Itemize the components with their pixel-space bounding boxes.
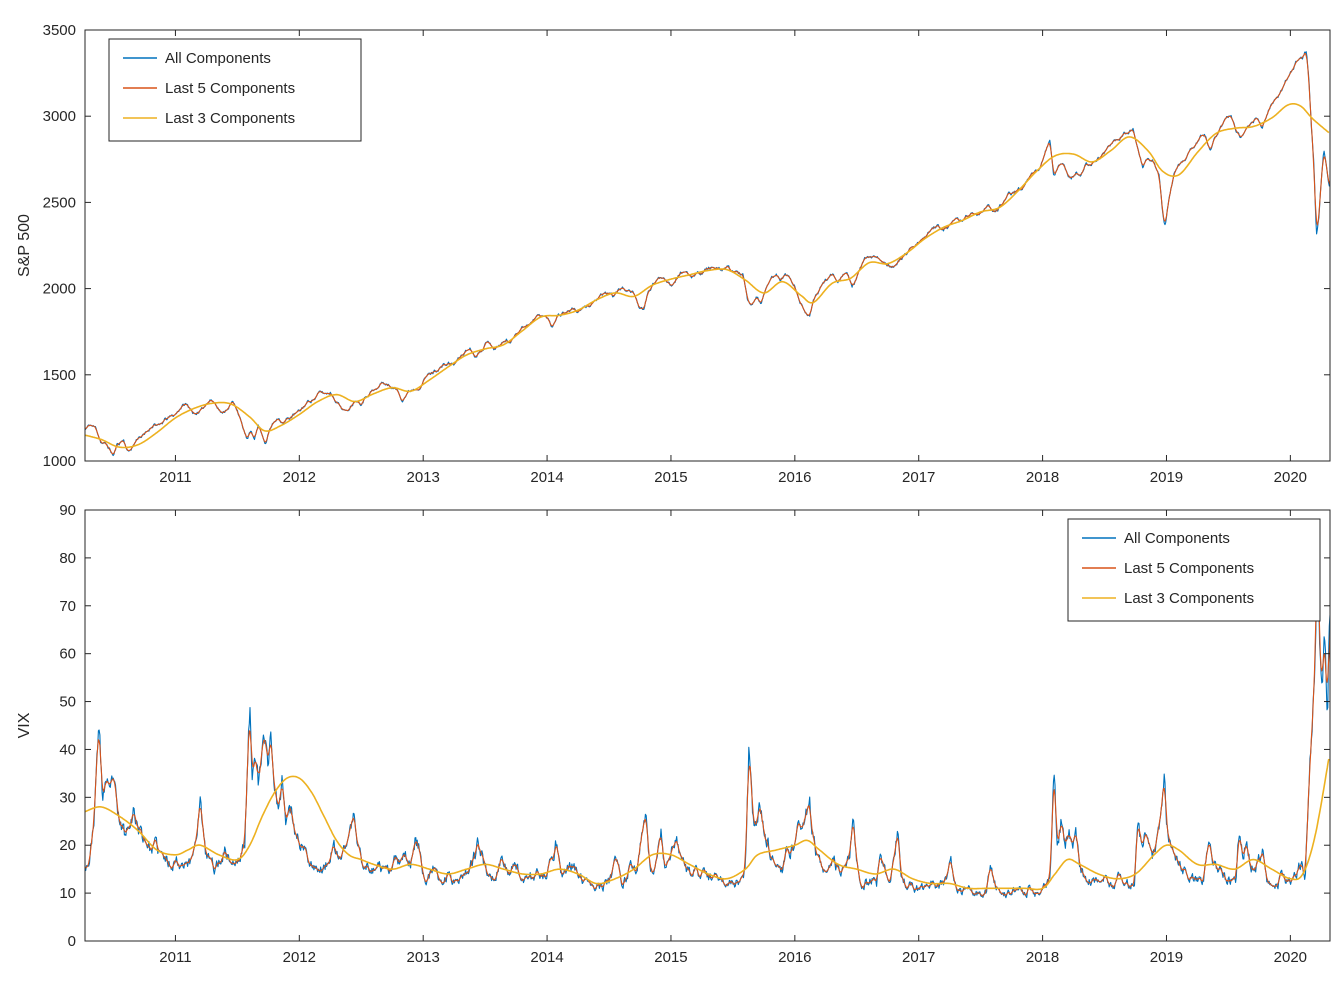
series-line-last-3-components: [85, 103, 1330, 449]
y-axis-label: VIX: [16, 712, 33, 738]
sp500-panel: 2011 2012 2013 2014 2015 2016 2017 2018 2019 2020…: [16, 22, 1331, 486]
x-tick-label: 2020: [1274, 949, 1307, 966]
y-tick-label: 60: [59, 646, 76, 663]
axes-box: [84, 509, 1331, 942]
legend: All Components Last 5 Components Last 3 Co…: [1067, 518, 1321, 622]
y-tick-label: 3000: [43, 108, 76, 125]
y-tick-label: 1500: [43, 367, 76, 384]
x-tick-label: 2012: [283, 949, 316, 966]
x-tick-label: 2011: [159, 469, 191, 486]
y-axis-label: S&P 500: [16, 214, 33, 277]
y-tick-label: 10: [59, 885, 76, 902]
series-line-last-5-components: [85, 52, 1330, 455]
y-tick-label: 30: [59, 789, 76, 806]
x-tick-label: 2013: [407, 469, 440, 486]
x-tick-label: 2013: [407, 949, 440, 966]
legend-label: All Components: [165, 50, 271, 67]
y-tick-label: 50: [59, 694, 76, 711]
legend: All Components Last 5 Components Last 3 Co…: [108, 38, 362, 142]
y-tick-label: 0: [68, 933, 76, 950]
x-tick-label: 2018: [1026, 469, 1059, 486]
x-tick-label: 2014: [530, 949, 563, 966]
y-tick-label: 3500: [43, 22, 76, 39]
legend-label: All Components: [1124, 530, 1230, 547]
x-tick-label: 2018: [1026, 949, 1059, 966]
x-tick-label: 2015: [654, 469, 687, 486]
axes-box: [84, 29, 1331, 462]
series-line-last-5-components: [85, 581, 1330, 897]
y-tick-label: 1000: [43, 453, 76, 470]
y-tick-label: 2500: [43, 194, 76, 211]
x-tick-label: 2012: [283, 469, 316, 486]
x-tick-label: 2016: [778, 949, 811, 966]
x-tick-label: 2017: [902, 469, 935, 486]
y-tick-label: 2000: [43, 281, 76, 298]
y-tick-label: 20: [59, 837, 76, 854]
x-tick-label: 2019: [1150, 469, 1183, 486]
legend-label: Last 3 Components: [165, 110, 295, 127]
y-tick-label: 90: [59, 502, 76, 519]
y-tick-label: 70: [59, 598, 76, 615]
legend-label: Last 5 Components: [1124, 560, 1254, 577]
x-tick-label: 2015: [654, 949, 687, 966]
legend-label: Last 3 Components: [1124, 590, 1254, 607]
x-tick-label: 2014: [530, 469, 563, 486]
legend-box: [1067, 518, 1321, 622]
y-tick-label: 80: [59, 550, 76, 567]
x-tick-label: 2020: [1274, 469, 1307, 486]
legend-box: [108, 38, 362, 142]
vix-panel: 2011 2012 2013 2014 2015 2016 2017 2018 2019 2020…: [16, 502, 1331, 966]
y-tick-label: 40: [59, 741, 76, 758]
x-tick-label: 2016: [778, 469, 811, 486]
legend-label: Last 5 Components: [165, 80, 295, 97]
x-tick-label: 2017: [902, 949, 935, 966]
x-tick-label: 2019: [1150, 949, 1183, 966]
x-tick-label: 2011: [159, 949, 191, 966]
series-line-last-3-components: [85, 758, 1330, 891]
